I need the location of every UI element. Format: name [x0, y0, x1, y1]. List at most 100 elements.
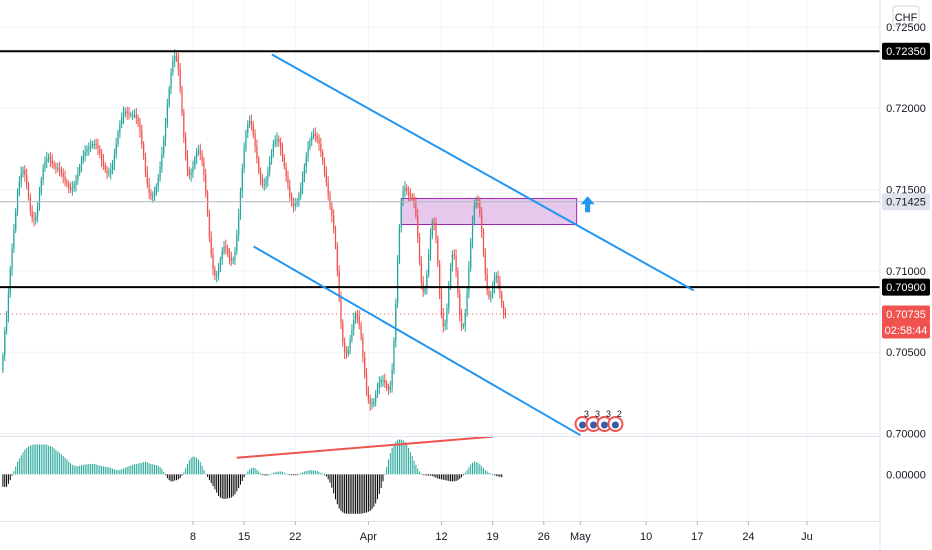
histogram-bar	[468, 467, 470, 475]
histogram-bar	[79, 465, 81, 475]
candle-body	[232, 259, 234, 262]
candle-body	[201, 153, 203, 162]
candle-body	[192, 166, 194, 174]
histogram-bar	[440, 474, 442, 480]
candle-body	[15, 210, 17, 231]
histogram-bar	[18, 458, 20, 475]
candle-body	[166, 104, 169, 123]
resistance-zone[interactable]	[400, 197, 578, 226]
histogram-bar	[316, 471, 318, 475]
histogram-bar	[194, 456, 196, 475]
candle-body	[190, 173, 192, 175]
resistance-zone-rect[interactable]	[400, 197, 578, 226]
histogram-bar	[152, 464, 154, 475]
histogram-bar	[110, 467, 112, 475]
histogram-bar	[93, 463, 95, 475]
candle-body	[278, 139, 280, 143]
histogram-bar	[77, 466, 79, 475]
histogram-bar	[150, 463, 152, 475]
candle-body	[75, 179, 77, 185]
candle-body	[124, 111, 126, 114]
price-tick-label: 0.70000	[886, 429, 926, 441]
candle-body	[497, 275, 499, 283]
candle-body	[7, 293, 10, 317]
histogram-bar	[367, 474, 369, 512]
candle-body	[468, 267, 470, 293]
event-flag-icon	[589, 421, 597, 429]
histogram-bar	[459, 474, 461, 479]
candle-body	[351, 329, 353, 340]
histogram-bar	[426, 474, 428, 476]
candle-body	[117, 132, 119, 144]
channel-trendline[interactable]	[271, 53, 695, 292]
histogram-bar	[115, 469, 117, 475]
histogram-bar	[148, 463, 150, 475]
candle-body	[365, 374, 368, 390]
histogram-bar	[263, 474, 265, 476]
histogram-bar	[338, 474, 340, 509]
candle-body	[345, 352, 348, 354]
histogram-bar	[59, 452, 61, 475]
histogram-bar	[239, 474, 241, 485]
histogram-bar	[197, 459, 199, 475]
histogram-bar	[243, 474, 245, 478]
histogram-bar	[402, 440, 404, 475]
candle-body	[292, 202, 295, 206]
candle-body	[64, 176, 66, 182]
candle-body	[168, 88, 170, 105]
histogram-bar	[108, 467, 110, 475]
horizontal-levels[interactable]	[0, 50, 880, 315]
candle-body	[386, 383, 388, 389]
candle-body	[269, 161, 271, 172]
histogram-bar	[375, 474, 377, 504]
candle-body	[490, 295, 492, 297]
histogram-bar	[393, 444, 395, 475]
candle-body	[199, 150, 201, 154]
histogram-bar	[49, 446, 51, 475]
histogram-bar	[329, 474, 331, 483]
histogram-bar	[280, 471, 282, 475]
histogram-bar	[245, 473, 247, 475]
candle-body	[62, 173, 64, 177]
candle-body	[221, 251, 223, 260]
histogram-bar	[336, 474, 338, 505]
histogram-bar	[183, 472, 185, 475]
time-tick-label: 26	[538, 531, 550, 543]
candle-body	[331, 205, 333, 216]
candle-body	[148, 184, 150, 193]
channel-trendline[interactable]	[253, 245, 581, 437]
candle-body	[111, 163, 114, 171]
histogram-bar	[170, 474, 172, 482]
candle-body	[475, 199, 477, 206]
histogram-bar	[113, 469, 115, 475]
candle-body	[42, 168, 44, 180]
histogram-bar	[112, 468, 114, 475]
candle-body	[495, 275, 497, 280]
histogram-bar	[179, 474, 181, 479]
channel-trendlines[interactable]	[253, 53, 695, 437]
histogram-bar	[143, 461, 145, 475]
histogram-bar	[192, 456, 194, 475]
candle-body	[212, 254, 214, 270]
candle-body	[210, 236, 212, 255]
histogram-bar	[223, 474, 225, 499]
histogram-bar	[126, 466, 128, 475]
candle-body	[183, 113, 185, 138]
histogram-bar	[404, 441, 406, 475]
histogram-bar	[159, 466, 161, 475]
histogram-bar	[210, 474, 212, 484]
candle-body	[347, 348, 349, 354]
candle-body	[481, 213, 483, 232]
candle-body	[276, 139, 278, 141]
divergence-line	[236, 435, 493, 459]
candle-body	[267, 171, 269, 180]
histogram-bar	[249, 469, 251, 475]
candle-body	[122, 113, 125, 118]
histogram-bar	[86, 464, 88, 475]
histogram-bar	[241, 474, 243, 481]
candle-body	[108, 173, 110, 175]
histogram-bar	[35, 444, 37, 475]
candle-body	[150, 192, 152, 197]
candle-body	[265, 179, 267, 185]
